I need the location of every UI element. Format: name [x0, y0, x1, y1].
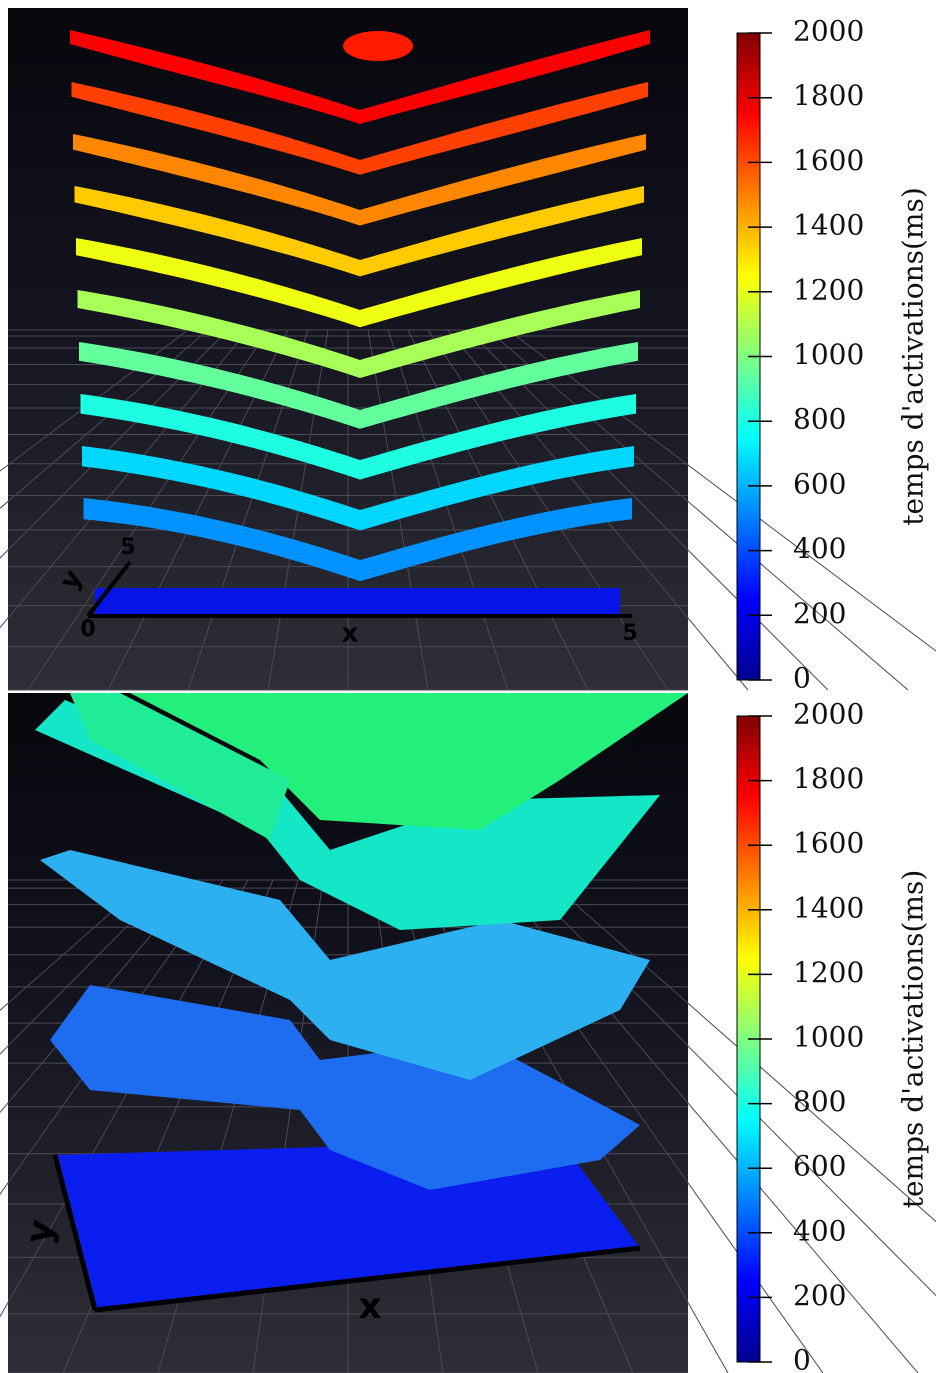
base-layer	[95, 588, 620, 614]
layer	[77, 290, 360, 378]
layer	[360, 446, 634, 531]
activation-layers	[35, 693, 688, 1313]
tick-label: 400	[793, 1214, 846, 1247]
tick-label: 1000	[793, 1021, 864, 1054]
axis-label: x	[342, 619, 359, 649]
layer	[360, 394, 636, 480]
tick-label: 2000	[793, 15, 864, 48]
grid-line	[0, 879, 224, 1195]
axis-label: 5	[622, 621, 637, 646]
grid-line	[0, 329, 209, 509]
grid-line	[387, 329, 509, 691]
layer	[360, 342, 638, 429]
layer	[360, 238, 642, 328]
layer	[79, 342, 360, 429]
grid-line	[0, 329, 189, 472]
layer	[343, 31, 413, 61]
tick-label: 200	[793, 1279, 846, 1312]
grid-line	[467, 329, 829, 691]
activation-layers	[70, 30, 650, 618]
layer	[71, 82, 360, 175]
tick-label: 1400	[793, 891, 864, 924]
tick-label: 1600	[793, 144, 864, 177]
colorbar-label: temps d'activations(ms)	[897, 187, 930, 526]
grid-line	[0, 879, 174, 1055]
tick-label: 1200	[793, 273, 864, 306]
colorbar-ticks: 0200400600800100012001400160018002000tem…	[748, 15, 930, 1373]
layer	[360, 82, 648, 175]
layer	[360, 134, 646, 226]
tick-label: 600	[793, 467, 846, 500]
tick-label: 2000	[793, 698, 864, 731]
layer	[360, 186, 644, 277]
layer	[73, 134, 360, 226]
axis-label: 0	[80, 617, 95, 642]
tick-label: 200	[793, 597, 846, 630]
layer	[360, 290, 640, 378]
grid-line	[0, 879, 149, 1011]
colorbar-label: temps d'activations(ms)	[897, 870, 930, 1209]
layer	[360, 498, 632, 582]
grid-line	[487, 329, 909, 691]
tick-label: 0	[793, 662, 811, 695]
layer	[83, 498, 360, 582]
tick-label: 400	[793, 532, 846, 565]
grid-line	[0, 879, 199, 1114]
tick-label: 600	[793, 1150, 846, 1183]
tick-label: 800	[793, 403, 846, 436]
tick-label: 0	[793, 1344, 811, 1373]
layer	[74, 186, 360, 277]
grid-line	[0, 879, 249, 1318]
layer	[80, 394, 360, 480]
layer	[82, 446, 360, 531]
tick-label: 1600	[793, 827, 864, 860]
grid-line	[0, 329, 229, 559]
tick-label: 1000	[793, 338, 864, 371]
tick-label: 1800	[793, 762, 864, 795]
tick-label: 1200	[793, 956, 864, 989]
tick-label: 1800	[793, 79, 864, 112]
axis-label: 5	[120, 535, 135, 560]
axis-label: x	[358, 1286, 381, 1327]
axis-line	[86, 560, 132, 618]
layer	[360, 30, 650, 124]
layer	[76, 238, 360, 328]
tick-label: 800	[793, 1085, 846, 1118]
layer	[70, 30, 360, 124]
tick-label: 1400	[793, 209, 864, 242]
